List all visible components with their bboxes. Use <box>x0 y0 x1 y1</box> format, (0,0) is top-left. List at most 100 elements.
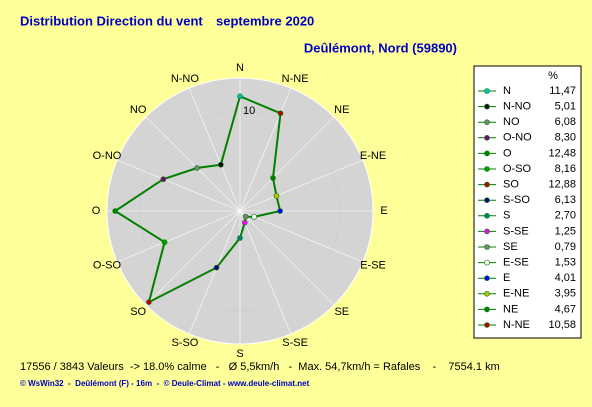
legend-value: 1,25 <box>555 225 576 237</box>
chart-subtitle: septembre 2020 <box>216 13 314 28</box>
legend-label: S <box>503 210 510 222</box>
legend-value: 8,16 <box>555 163 576 175</box>
legend-label: S-SO <box>503 194 530 206</box>
legend-value: 2,70 <box>555 210 576 222</box>
data-point <box>241 219 248 226</box>
data-point <box>194 165 200 171</box>
legend-marker <box>484 290 490 297</box>
legend-value: 4,67 <box>555 303 576 315</box>
legend-marker <box>484 135 490 141</box>
axis-label: N-NO <box>171 73 200 85</box>
legend-value: 4,01 <box>555 272 576 284</box>
legend-label: E <box>503 272 510 284</box>
legend-label: NO <box>503 116 520 128</box>
spoke <box>145 116 241 212</box>
r-tick-label: 10 <box>243 105 255 117</box>
legend-marker <box>484 228 490 235</box>
legend-marker <box>484 306 490 313</box>
data-point <box>270 175 276 181</box>
spoke <box>239 210 292 334</box>
data-point <box>160 176 167 183</box>
data-point <box>277 208 283 214</box>
data-point <box>242 213 249 220</box>
axis-label: SE <box>334 306 349 318</box>
legend-label: SO <box>503 179 519 191</box>
spoke <box>188 210 241 334</box>
legend-label: O-SO <box>503 163 532 175</box>
axis-label: O-SO <box>93 260 122 272</box>
spoke <box>239 88 292 212</box>
legend-marker <box>484 166 490 172</box>
data-point <box>146 299 152 305</box>
spoke <box>145 210 241 306</box>
spoke <box>239 116 335 212</box>
spoke <box>117 210 241 263</box>
axis-label: SO <box>130 306 146 318</box>
axis-label: O <box>92 205 101 217</box>
location: Deûlémont, Nord (59890) <box>304 40 457 55</box>
legend-label: O-NO <box>503 132 532 144</box>
legend-value: 5,01 <box>555 101 576 113</box>
legend-value: 1,53 <box>555 257 576 269</box>
legend-label: N-NO <box>503 101 532 113</box>
legend-label: S-SE <box>503 225 529 237</box>
legend-marker <box>484 259 490 266</box>
legend-header: % <box>548 70 558 82</box>
spoke <box>188 88 241 212</box>
data-point <box>112 208 118 214</box>
data-point <box>251 214 257 220</box>
axis-label: NE <box>334 104 349 116</box>
legend-label: E-SE <box>503 257 529 269</box>
legend-value: 11,47 <box>549 85 576 97</box>
legend-box <box>473 65 582 339</box>
legend-value: 12,48 <box>548 147 576 159</box>
legend-value: 0,79 <box>555 241 576 253</box>
axis-label: S-SO <box>171 337 198 349</box>
data-point <box>277 110 284 117</box>
axis-label: E-NE <box>360 150 386 162</box>
data-point <box>237 235 243 241</box>
footer: 17556 / 3843 Valeurs -> 18.0% calme - Ø … <box>20 361 500 373</box>
axis-label: O-NO <box>93 150 122 162</box>
axis-label: S <box>236 348 243 360</box>
legend-label: N-NE <box>503 319 530 331</box>
legend-value: 12,88 <box>548 179 576 191</box>
legend-marker <box>484 244 490 250</box>
axis-label: E-SE <box>360 260 386 272</box>
legend-label: SE <box>503 241 518 253</box>
legend-label: NE <box>503 303 518 315</box>
spoke <box>239 210 363 263</box>
legend-label: N <box>503 85 511 97</box>
credits: © WsWin32 - Deûlémont (F) - 16m - © Deul… <box>20 379 310 388</box>
legend-label: E-NE <box>503 288 529 300</box>
chart-title: Distribution Direction du vent <box>20 13 203 28</box>
legend-marker <box>484 88 490 94</box>
legend-marker <box>484 181 490 188</box>
axis-label: NO <box>130 104 147 116</box>
data-point <box>273 193 280 199</box>
data-point <box>237 93 243 100</box>
legend-value: 6,08 <box>555 116 576 128</box>
spoke <box>117 159 241 212</box>
legend-marker <box>484 322 490 328</box>
legend-marker <box>484 213 490 219</box>
axis-label: N <box>236 62 244 74</box>
axis-label: E <box>380 205 387 217</box>
axis-label: S-SE <box>282 337 308 349</box>
grid-ring <box>139 110 341 312</box>
legend-label: O <box>503 147 512 159</box>
legend-marker <box>484 119 490 125</box>
legend-value: 3,95 <box>555 288 576 300</box>
data-point <box>213 264 220 271</box>
legend-value: 8,30 <box>555 132 576 144</box>
axis-label: N-NE <box>282 73 309 85</box>
spoke <box>239 159 363 212</box>
legend-marker <box>484 150 490 157</box>
spoke <box>239 210 335 306</box>
legend-marker <box>484 197 490 203</box>
legend-value: 6,13 <box>555 194 576 206</box>
data-point <box>161 239 168 246</box>
legend-value: 10,58 <box>548 319 576 331</box>
data-point <box>218 161 224 168</box>
